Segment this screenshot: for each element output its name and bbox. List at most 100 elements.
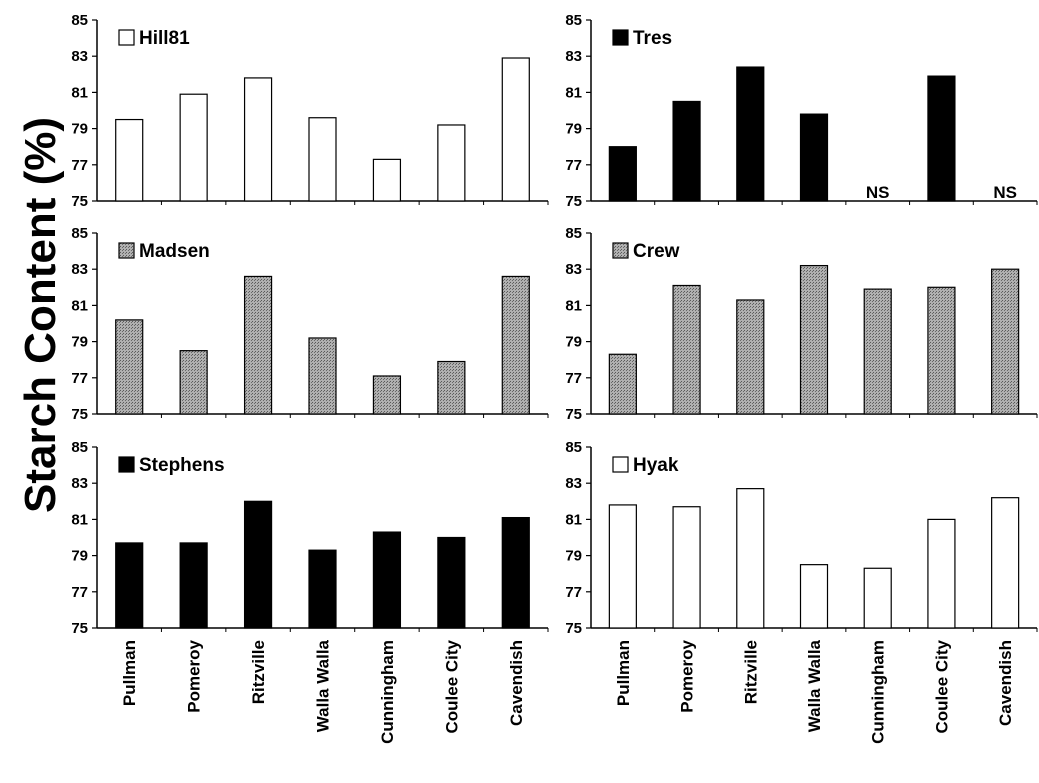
- y-tick-label: 83: [71, 261, 88, 278]
- y-tick-label: 77: [565, 157, 582, 174]
- y-tick-label: 81: [71, 84, 88, 101]
- y-tick-label: 85: [565, 439, 582, 456]
- bar-hill81-coulee-city: [437, 124, 466, 202]
- bar-hyak-coulee-city: [927, 518, 956, 629]
- legend-label: Hyak: [633, 455, 679, 476]
- y-tick-label: 75: [71, 193, 88, 210]
- not-sampled-label: NS: [993, 183, 1017, 202]
- y-tick-label: 85: [565, 225, 582, 242]
- panel-crew: 75 77 79 81 83 85 Crew: [565, 225, 1038, 423]
- y-tick-label: 85: [71, 12, 88, 29]
- legend-label: Hill81: [139, 28, 190, 49]
- category-label: Pomeroy: [678, 639, 697, 712]
- bar-crew-pullman: [608, 353, 637, 415]
- panel-madsen: 75 77 79 81 83 85 Madsen: [71, 225, 549, 423]
- y-tick-label: 85: [71, 225, 88, 242]
- bar-madsen-pullman: [115, 319, 144, 415]
- y-tick-label: 85: [71, 439, 88, 456]
- y-tick-label: 77: [565, 370, 582, 387]
- bar-crew-cunningham: [863, 288, 892, 415]
- bar-hill81-ritzville: [243, 77, 273, 202]
- bar-hyak-ritzville: [736, 488, 765, 629]
- bar-stephens-cunningham: [372, 531, 402, 629]
- legend-swatch: [612, 29, 629, 46]
- bar-hill81-cavendish: [501, 57, 530, 202]
- bar-madsen-ritzville: [243, 275, 273, 415]
- bar-hill81-walla-walla: [308, 117, 337, 202]
- category-label: Cunningham: [378, 640, 397, 744]
- y-tick-label: 81: [71, 297, 88, 314]
- y-tick-label: 83: [565, 261, 582, 278]
- category-label: Pomeroy: [185, 639, 204, 712]
- bar-madsen-walla-walla: [308, 337, 337, 415]
- category-label: Coulee City: [442, 639, 461, 733]
- y-tick-label: 81: [565, 297, 582, 314]
- y-tick-label: 77: [565, 584, 582, 601]
- y-tick-label: 77: [71, 584, 88, 601]
- category-label: Ritzville: [741, 640, 760, 704]
- legend-swatch: [612, 456, 629, 473]
- category-label: Cavendish: [996, 640, 1015, 726]
- bar-tres-pomeroy: [672, 100, 701, 202]
- bar-tres-walla-walla: [799, 113, 829, 202]
- legend-label: Crew: [633, 241, 680, 262]
- bar-tres-ritzville: [736, 66, 765, 202]
- category-label: Coulee City: [932, 639, 951, 733]
- y-tick-label: 79: [71, 334, 88, 351]
- bar-tres-coulee-city: [927, 75, 956, 202]
- bar-stephens-walla-walla: [308, 549, 337, 629]
- y-tick-label: 83: [565, 475, 582, 492]
- bar-madsen-coulee-city: [437, 360, 466, 415]
- category-label: Cunningham: [869, 640, 888, 744]
- not-sampled-label: NS: [866, 183, 890, 202]
- y-tick-label: 79: [565, 548, 582, 565]
- y-tick-label: 77: [71, 370, 88, 387]
- bar-hyak-cunningham: [863, 567, 892, 629]
- bar-stephens-cavendish: [501, 516, 530, 629]
- legend-swatch: [612, 242, 629, 259]
- bar-stephens-pomeroy: [179, 542, 208, 629]
- bar-stephens-ritzville: [243, 500, 273, 629]
- y-tick-label: 85: [565, 12, 582, 29]
- legend-swatch: [118, 242, 135, 259]
- bar-hill81-pomeroy: [179, 93, 208, 202]
- panel-stephens: 75 77 79 81 83 85 Stephens Pullman Pomeroy Ritzvi…: [71, 439, 549, 744]
- legend-label: Tres: [633, 28, 672, 49]
- y-tick-label: 75: [565, 406, 582, 423]
- panel-tres: 75 77 79 81 83 85 NS NS Tres: [565, 12, 1038, 210]
- y-tick-label: 79: [71, 548, 88, 565]
- y-tick-label: 79: [565, 121, 582, 138]
- panel-hyak: 75 77 79 81 83 85 Hyak Pullman Pomeroy Ritzville W…: [565, 439, 1038, 744]
- bar-crew-pomeroy: [672, 284, 701, 415]
- category-label: Walla Walla: [805, 639, 824, 732]
- bar-madsen-cavendish: [501, 275, 530, 415]
- y-tick-label: 75: [71, 620, 88, 637]
- y-tick-label: 83: [71, 475, 88, 492]
- y-tick-label: 79: [71, 121, 88, 138]
- category-label: Walla Walla: [314, 639, 333, 732]
- bar-hill81-pullman: [115, 118, 144, 202]
- category-label: Pullman: [120, 640, 139, 706]
- y-axis-label: Starch Content (%): [16, 117, 65, 513]
- bar-tres-pullman: [608, 146, 637, 202]
- y-tick-label: 75: [565, 193, 582, 210]
- bar-hill81-cunningham: [372, 158, 402, 202]
- bar-crew-ritzville: [736, 299, 765, 415]
- y-tick-label: 81: [565, 84, 582, 101]
- category-label: Ritzville: [249, 640, 268, 704]
- y-tick-label: 77: [71, 157, 88, 174]
- bar-stephens-pullman: [115, 542, 144, 629]
- panel-hill81: 75 77 79 81 83 85 Hill81: [71, 12, 549, 210]
- legend-swatch: [118, 456, 135, 473]
- y-tick-label: 81: [71, 511, 88, 528]
- bar-crew-cavendish: [991, 268, 1020, 415]
- bar-hyak-cavendish: [991, 497, 1020, 629]
- bar-hyak-pullman: [608, 504, 637, 629]
- bar-hyak-pomeroy: [672, 506, 701, 629]
- legend-label: Stephens: [139, 455, 225, 476]
- bar-stephens-coulee-city: [437, 536, 466, 629]
- bar-hyak-walla-walla: [799, 564, 829, 629]
- legend-swatch: [118, 29, 135, 46]
- y-tick-label: 75: [71, 406, 88, 423]
